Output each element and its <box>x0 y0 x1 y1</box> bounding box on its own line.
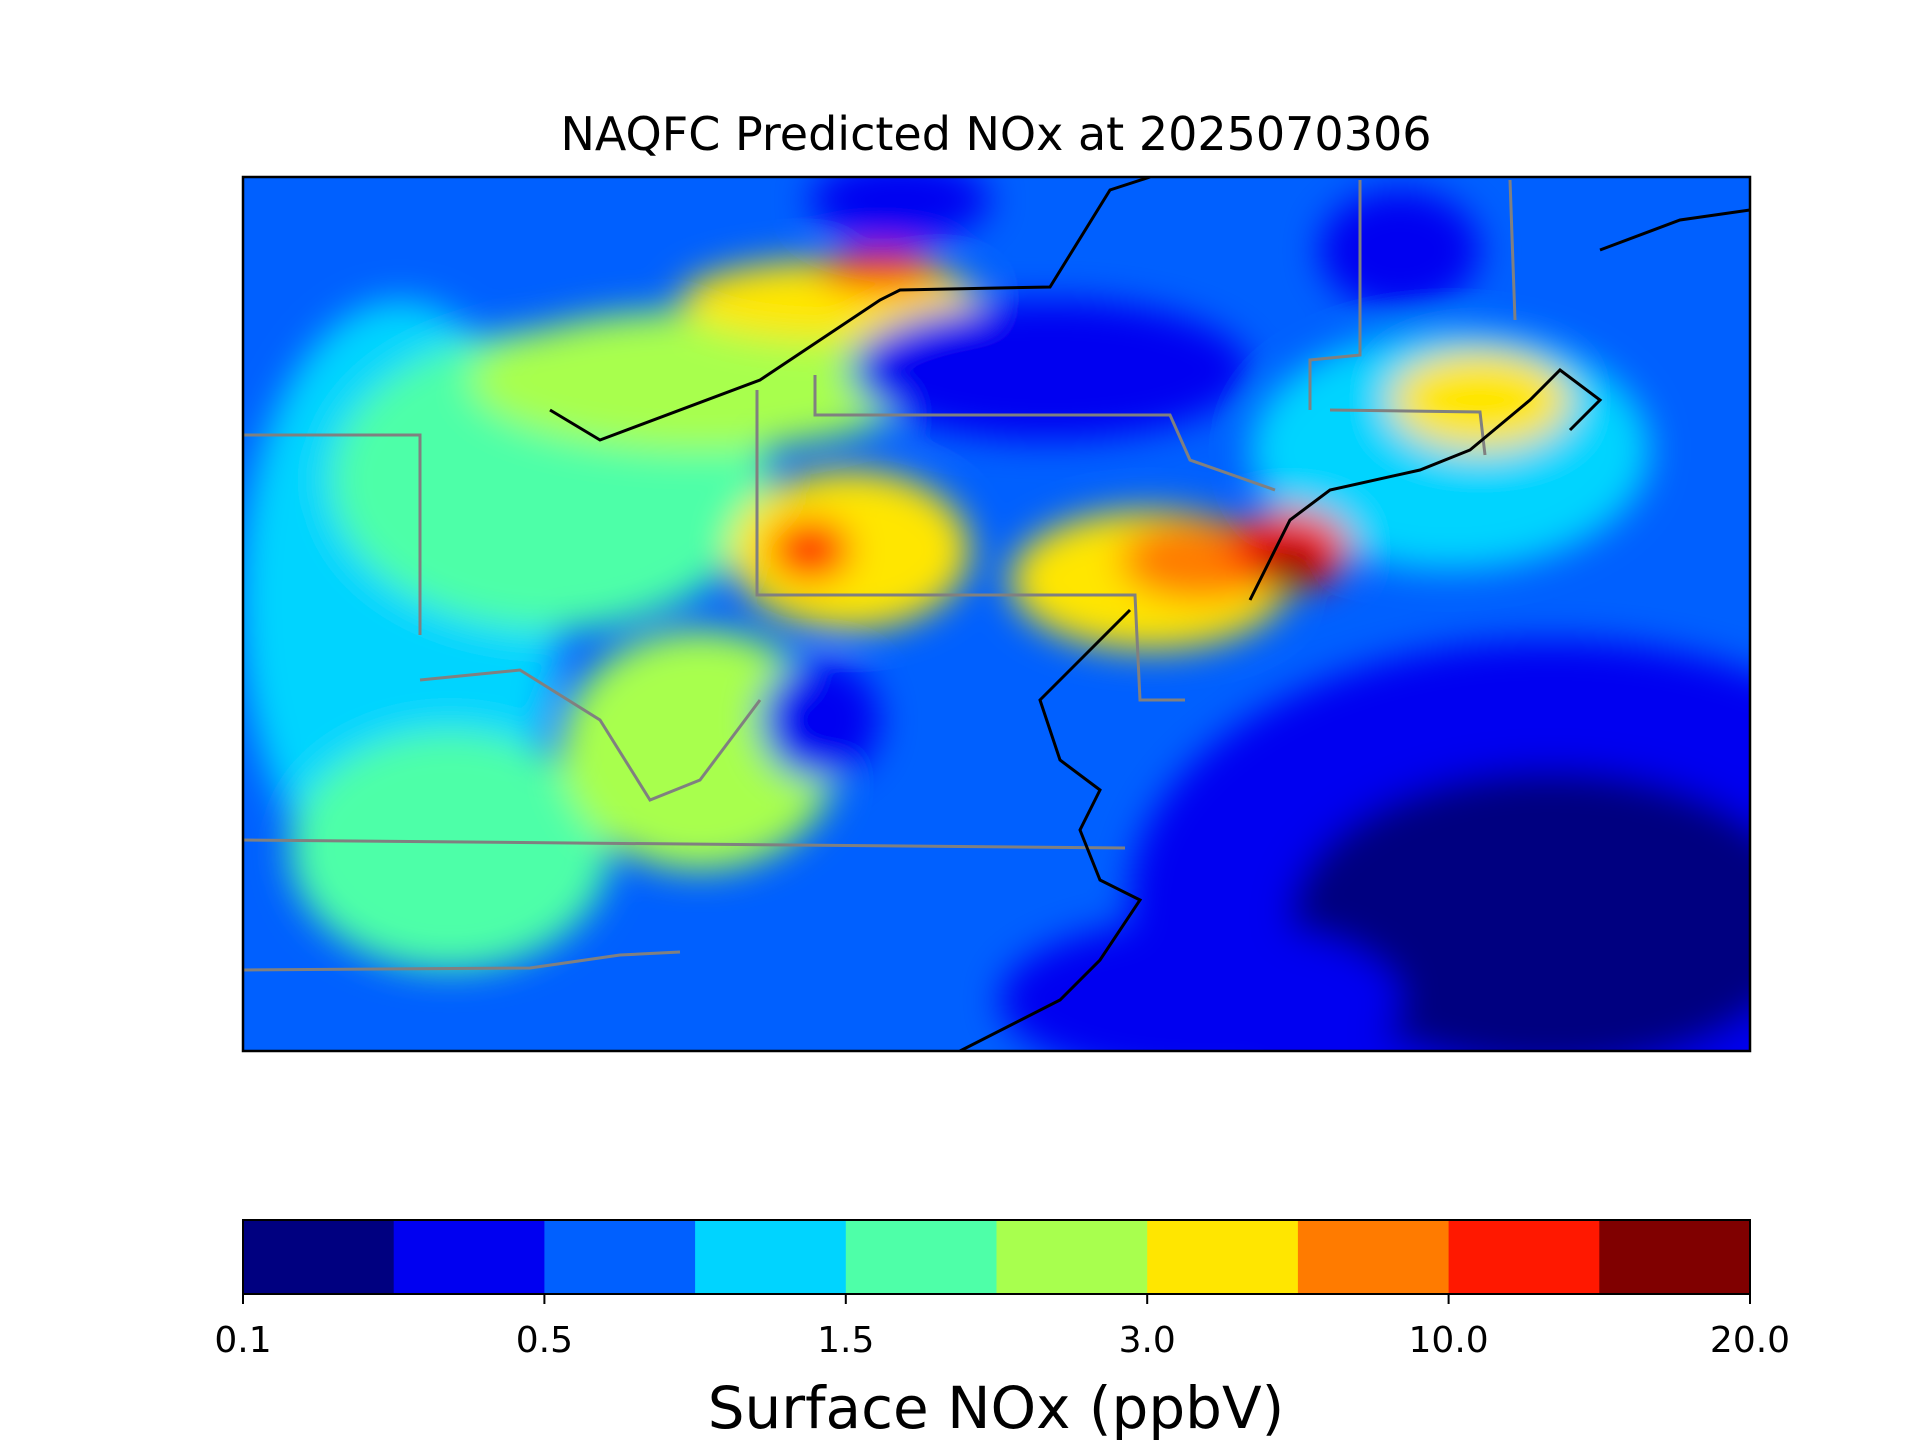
colorbar-segment <box>845 1220 997 1294</box>
colorbar-segment <box>1448 1220 1600 1294</box>
colorbar-tick-label: 3.0 <box>1119 1320 1176 1361</box>
colorbar-tick-label: 1.5 <box>817 1320 874 1361</box>
colorbar-frame <box>242 1219 1751 1295</box>
colorbar-segment <box>544 1220 696 1294</box>
colorbar-segment <box>1599 1220 1751 1294</box>
colorbar-segment <box>393 1220 545 1294</box>
map-frame <box>241 175 1752 1053</box>
colorbar-tick-label: 10.0 <box>1409 1320 1489 1361</box>
colorbar: 0.1 0.5 1.5 3.0 10.0 20.0 <box>214 1219 1790 1361</box>
colorbar-segment <box>695 1220 847 1294</box>
colorbar-label: Surface NOx (ppbV) <box>708 1374 1285 1440</box>
map-title: NAQFC Predicted NOx at 2025070306 <box>560 107 1431 161</box>
colorbar-segment <box>1297 1220 1450 1294</box>
colorbar-segment <box>1147 1220 1299 1294</box>
colorbar-segment <box>243 1220 395 1294</box>
colorbar-tick-label: 0.5 <box>516 1320 573 1361</box>
map-field <box>243 177 1750 1051</box>
colorbar-tick-label: 20.0 <box>1710 1320 1790 1361</box>
colorbar-segment <box>996 1220 1148 1294</box>
colorbar-tick-label: 0.1 <box>214 1320 271 1361</box>
